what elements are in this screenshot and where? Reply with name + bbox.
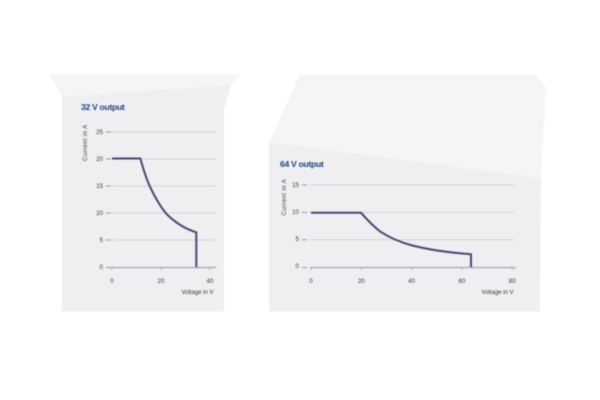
- svg-text:0: 0: [110, 278, 114, 285]
- svg-text:Voltage in V: Voltage in V: [181, 290, 213, 296]
- svg-text:15: 15: [292, 182, 299, 189]
- svg-text:10: 10: [292, 209, 299, 216]
- svg-text:60: 60: [458, 278, 465, 285]
- svg-text:40: 40: [207, 278, 214, 285]
- svg-text:Current in A: Current in A: [83, 125, 89, 161]
- svg-text:0: 0: [296, 263, 300, 270]
- svg-text:40: 40: [408, 278, 415, 285]
- svg-text:Voltage in V: Voltage in V: [481, 290, 513, 296]
- svg-text:20: 20: [96, 156, 103, 163]
- svg-text:25: 25: [96, 129, 103, 136]
- svg-text:Current in A: Current in A: [282, 179, 288, 215]
- svg-text:5: 5: [100, 237, 104, 244]
- svg-text:0: 0: [100, 264, 104, 271]
- svg-text:20: 20: [158, 278, 165, 285]
- svg-text:20: 20: [358, 278, 365, 285]
- svg-text:80: 80: [509, 278, 516, 285]
- svg-text:15: 15: [96, 183, 103, 190]
- svg-text:64 V output: 64 V output: [280, 159, 324, 169]
- svg-text:10: 10: [96, 210, 103, 217]
- svg-text:0: 0: [309, 278, 313, 285]
- svg-text:5: 5: [296, 236, 300, 243]
- svg-text:32 V output: 32 V output: [81, 102, 125, 112]
